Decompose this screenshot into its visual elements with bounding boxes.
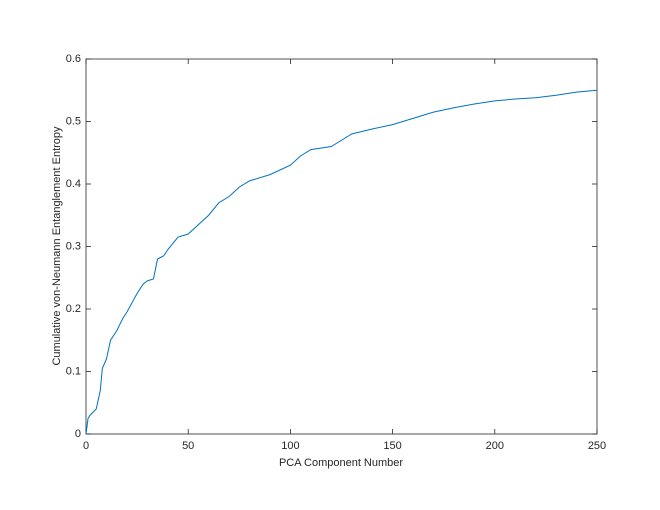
- y-tick-label: 0.5: [66, 115, 81, 127]
- plot-area: [85, 58, 598, 435]
- data-line: [85, 89, 598, 435]
- x-axis-label: PCA Component Number: [279, 457, 403, 469]
- y-tick-label: 0.6: [66, 53, 81, 65]
- x-tick-label: 100: [281, 440, 299, 452]
- x-tick-label: 50: [182, 440, 194, 452]
- y-tick-label: 0: [75, 428, 81, 440]
- y-tick-label: 0.4: [66, 178, 81, 190]
- y-tick-label: 0.1: [66, 365, 81, 377]
- x-tick-label: 0: [83, 440, 89, 452]
- y-tick-label: 0.2: [66, 303, 81, 315]
- x-tick-label: 150: [383, 440, 401, 452]
- y-axis-label: Cumulative von-Neumann Entanglement Entr…: [51, 126, 63, 366]
- y-tick-label: 0.3: [66, 240, 81, 252]
- x-tick-label: 200: [486, 440, 504, 452]
- x-tick-label: 250: [588, 440, 606, 452]
